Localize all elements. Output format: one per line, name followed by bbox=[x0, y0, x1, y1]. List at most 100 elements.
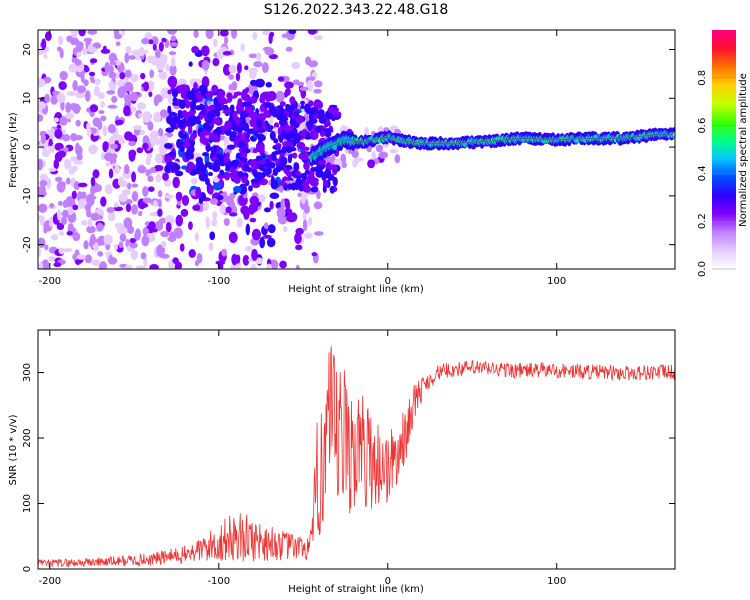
spectrogram-cell bbox=[322, 128, 332, 133]
spectrogram-cell bbox=[209, 231, 216, 241]
spectrogram-cell bbox=[236, 62, 242, 74]
spectrogram-cell bbox=[50, 234, 59, 241]
figure-title: S126.2022.343.22.48.G18 bbox=[264, 2, 449, 18]
spectrogram-cell bbox=[301, 192, 306, 205]
spectrogram-cell bbox=[351, 150, 359, 158]
spectrogram-cell bbox=[107, 123, 116, 134]
spectrogram-cell bbox=[247, 106, 255, 114]
spectrogram-cell bbox=[292, 79, 300, 85]
spectrogram-cell bbox=[131, 204, 138, 215]
spectrogram-cell bbox=[41, 38, 47, 50]
spectrogram-cell bbox=[108, 52, 118, 63]
spectrogram-cell bbox=[100, 115, 107, 122]
spectrogram-cell bbox=[128, 149, 137, 158]
spectrogram-cell bbox=[46, 177, 52, 190]
spectrogram-cell bbox=[100, 196, 107, 207]
spectrogram-cell bbox=[102, 125, 108, 137]
spectrogram-cell bbox=[123, 164, 130, 175]
spectrogram-y-tick-label: 0 bbox=[22, 144, 33, 150]
spectrogram-cell bbox=[168, 51, 177, 56]
spectrogram-cell bbox=[178, 130, 184, 138]
spectrogram-cell bbox=[277, 107, 284, 116]
spectrogram-cell bbox=[313, 35, 323, 41]
spectrogram-cell bbox=[249, 118, 256, 128]
spectrogram-cell bbox=[184, 150, 194, 160]
snr-x-label: Height of straight line (km) bbox=[288, 584, 424, 595]
spectrogram-cell bbox=[227, 96, 232, 103]
spectrogram-cell bbox=[56, 92, 66, 103]
spectrogram-cell bbox=[295, 227, 304, 235]
colorbar-ticks: 0.0 0.2 0.4 0.6 0.8 bbox=[697, 70, 736, 277]
spectrogram-cell bbox=[255, 257, 264, 265]
spectrogram-cell bbox=[100, 152, 106, 160]
spectrogram-cell bbox=[226, 144, 236, 150]
spectrogram-cell bbox=[172, 97, 178, 103]
spectrogram-cell bbox=[264, 207, 271, 213]
spectrogram-cell bbox=[73, 181, 80, 191]
spectrogram-heatmap bbox=[38, 30, 675, 269]
spectrogram-cell bbox=[139, 49, 149, 54]
spectrogram-cell bbox=[235, 72, 241, 82]
spectrogram-cell bbox=[190, 139, 196, 147]
spectrogram-cell bbox=[257, 160, 267, 165]
spectrogram-cell bbox=[136, 265, 146, 269]
spectrogram-cell bbox=[157, 198, 162, 208]
spectrogram-cell bbox=[352, 158, 358, 168]
spectrogram-cell bbox=[78, 30, 86, 37]
spectrogram-cell bbox=[38, 78, 46, 88]
spectrogram-cell bbox=[98, 110, 105, 115]
spectrogram-cell bbox=[149, 69, 154, 79]
spectrogram-cell bbox=[138, 113, 143, 118]
spectrogram-cell bbox=[89, 104, 99, 113]
spectrogram-cell bbox=[316, 190, 321, 200]
spectrogram-cell bbox=[284, 81, 294, 89]
spectrogram-cell bbox=[280, 198, 285, 210]
spectrogram-cell bbox=[318, 116, 327, 124]
spectrogram-cell bbox=[38, 114, 44, 122]
spectrogram-cell bbox=[92, 242, 99, 252]
spectrogram-cell bbox=[90, 176, 96, 187]
spectrogram-cell bbox=[172, 164, 181, 172]
spectrogram-cell bbox=[256, 52, 262, 61]
spectrogram-y-axis: -20 -10 0 10 20 bbox=[22, 43, 675, 253]
spectrogram-cell bbox=[66, 231, 73, 236]
spectrogram-cell bbox=[154, 220, 164, 231]
spectrogram-cell bbox=[80, 191, 87, 199]
colorbar-label: Normalized spectral amplitude bbox=[738, 73, 749, 227]
spectrogram-cell bbox=[114, 119, 124, 126]
spectrogram-cell bbox=[84, 254, 93, 264]
spectrogram-cell bbox=[307, 216, 313, 226]
spectrogram-cell bbox=[167, 30, 178, 35]
spectrogram-cell bbox=[286, 214, 297, 223]
spectrogram-cell bbox=[171, 88, 179, 98]
spectrogram-cell bbox=[113, 206, 124, 212]
spectrogram-cell bbox=[288, 30, 297, 35]
spectrogram-cell bbox=[313, 99, 322, 109]
spectrogram-cell bbox=[97, 120, 103, 131]
spectrogram-cell bbox=[313, 80, 323, 88]
spectrogram-cell bbox=[57, 200, 63, 207]
spectrogram-cell bbox=[266, 237, 276, 248]
spectrogram-cell bbox=[251, 228, 261, 241]
spectrogram-cell bbox=[332, 111, 342, 118]
spectrogram-cell bbox=[113, 202, 119, 208]
spectrogram-cell bbox=[272, 167, 279, 177]
spectrogram-cell bbox=[205, 91, 214, 99]
spectrogram-cell bbox=[258, 165, 266, 171]
spectrogram-cell bbox=[199, 164, 208, 170]
spectrogram-cell bbox=[313, 201, 323, 210]
spectrogram-cell bbox=[119, 71, 126, 80]
spectrogram-cell bbox=[279, 101, 286, 107]
spectrogram-cell bbox=[285, 46, 293, 52]
spectrogram-cell bbox=[167, 132, 172, 138]
spectrogram-cell bbox=[52, 90, 60, 96]
spectrogram-cell bbox=[299, 131, 307, 136]
spectrogram-cell bbox=[189, 101, 197, 111]
spectrogram-cell bbox=[157, 127, 164, 137]
spectrogram-cell bbox=[310, 186, 319, 193]
spectrogram-cell bbox=[330, 164, 338, 172]
spectrogram-cell bbox=[147, 186, 155, 193]
spectrogram-cell bbox=[150, 166, 156, 173]
spectrogram-cell bbox=[72, 79, 78, 91]
spectrogram-cell bbox=[141, 203, 149, 208]
